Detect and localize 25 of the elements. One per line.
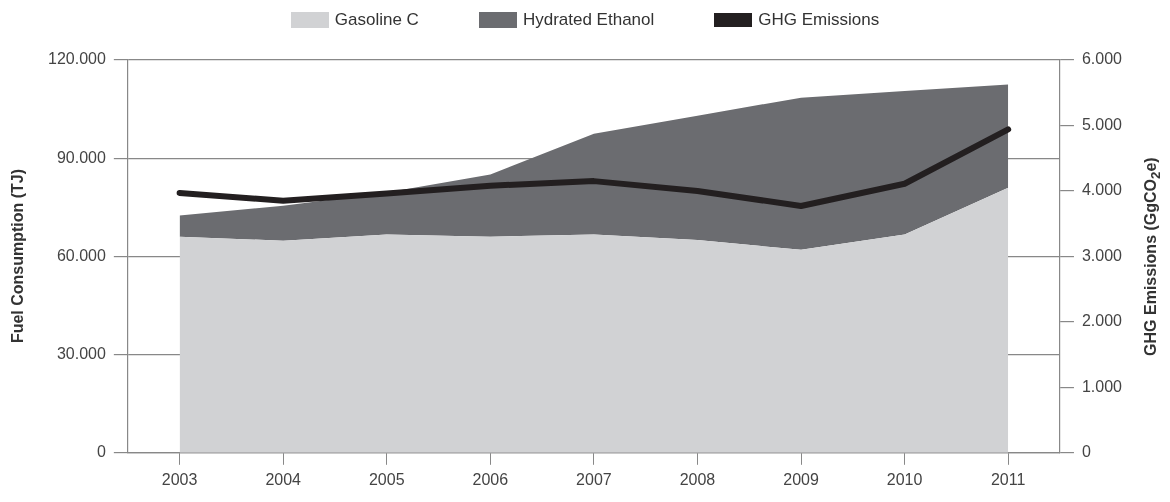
- y-tick-label: 120.000: [47, 50, 106, 68]
- y-tick-label: 90.000: [56, 148, 106, 166]
- y-tick-label: 0: [96, 443, 106, 461]
- y2-tick-label: 3.000: [1081, 246, 1123, 264]
- y-tick-label: 30.000: [56, 345, 106, 363]
- y2-tick-label: 0: [1081, 443, 1091, 461]
- y2-tick-label: 2.000: [1081, 312, 1123, 330]
- x-tick-label: 2008: [679, 470, 716, 488]
- x-tick-label: 2007: [576, 470, 612, 488]
- y2-tick-label: 5.000: [1081, 115, 1123, 133]
- x-tick-label: 2006: [472, 470, 509, 488]
- x-tick-label: 2011: [990, 470, 1026, 488]
- x-tick-label: 2004: [265, 470, 302, 488]
- y2-tick-label: 4.000: [1081, 181, 1123, 199]
- y2-tick-label: 1.000: [1081, 377, 1123, 395]
- y2-tick-label: 6.000: [1081, 50, 1123, 68]
- x-tick-label: 2003: [161, 470, 198, 488]
- x-tick-label: 2005: [368, 470, 405, 488]
- legend-label: Gasoline C: [334, 10, 419, 30]
- y-tick-label: 60.000: [56, 246, 106, 264]
- legend-label: Hydrated Ethanol: [522, 10, 655, 30]
- legend-label: GHG Emissions: [758, 10, 880, 30]
- x-tick-label: 2010: [886, 470, 923, 488]
- x-tick-label: 2009: [783, 470, 819, 488]
- y-axis-title: Fuel Consumption (TJ): [9, 169, 28, 344]
